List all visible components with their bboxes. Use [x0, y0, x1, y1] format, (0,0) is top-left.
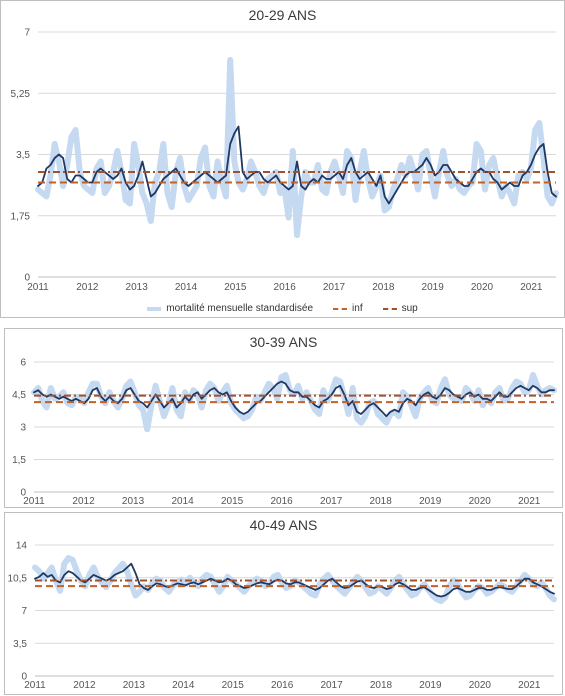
y-tick-label: 0: [20, 488, 26, 499]
legend-label-inf: inf: [352, 303, 363, 314]
x-tick-label: 2011: [27, 282, 49, 293]
chart-title: 20-29 ANS: [248, 7, 317, 23]
legend-swatch-sup: [382, 307, 397, 310]
y-tick-label: 7: [21, 606, 27, 617]
y-tick-label: 3,5: [13, 639, 27, 650]
legend-item-sup: sup: [382, 303, 418, 314]
chart-title: 30-39 ANS: [249, 334, 318, 350]
chart-panel-30-39: 30-39 ANS 0 1,5 3 4,5 6 2011 2012 2013 2014 2015 2…: [4, 328, 563, 508]
series-line-monthly: [35, 57, 559, 238]
legend-label-sup: sup: [401, 303, 418, 314]
x-tick-label: 2018: [372, 282, 395, 293]
x-tick-label: 2012: [76, 282, 99, 293]
series-line-smooth: [33, 380, 555, 418]
legend-swatch-monthly: [147, 306, 162, 311]
y-tick-label: 3: [20, 423, 26, 434]
chart-legend: mortalité mensuelle standardisée inf sup: [1, 303, 564, 314]
x-tick-label: 2016: [274, 282, 297, 293]
y-tick-label: 10,5: [8, 573, 28, 584]
x-tick-label: 2021: [518, 680, 541, 691]
series-line-smooth: [34, 562, 555, 598]
x-tick-label: 2019: [422, 282, 445, 293]
chart-plot-40-49: 0 3,5 7 10,5 14 2011 2012 2013 2014 2015 2016 2017 2…: [8, 541, 557, 691]
chart-plot-20-29: 0 1,75 3,5 5,25 7 2011 2012 2013 2014 2015 2016 201…: [11, 28, 559, 293]
x-tick-label: 2016: [271, 680, 294, 691]
chart-panel-40-49: 40-49 ANS 0 3,5 7 10,5 14 2011 2012 2013 2014 201…: [4, 512, 563, 695]
y-tick-label: 7: [24, 28, 30, 39]
x-tick-label: 2017: [323, 282, 346, 293]
x-tick-label: 2017: [320, 496, 343, 507]
x-tick-label: 2015: [221, 496, 244, 507]
x-tick-label: 2012: [73, 680, 96, 691]
x-tick-label: 2019: [419, 680, 442, 691]
x-tick-label: 2018: [370, 496, 393, 507]
legend-item-inf: inf: [333, 303, 363, 314]
chart-plot-30-39: 0 1,5 3 4,5 6 2011 2012 2013 2014 2015 2016 2017 201…: [12, 358, 557, 507]
x-tick-label: 2017: [320, 680, 343, 691]
y-tick-label: 5,25: [11, 89, 31, 100]
x-tick-label: 2013: [126, 282, 149, 293]
x-tick-label: 2020: [469, 680, 492, 691]
x-tick-label: 2013: [122, 496, 145, 507]
x-tick-label: 2013: [123, 680, 146, 691]
x-tick-label: 2014: [175, 282, 198, 293]
legend-label-monthly: mortalité mensuelle standardisée: [166, 303, 314, 314]
x-tick-label: 2015: [222, 680, 245, 691]
y-tick-label: 0: [24, 273, 30, 284]
y-tick-label: 1,75: [11, 211, 31, 222]
legend-item-monthly: mortalité mensuelle standardisée: [147, 303, 313, 314]
y-tick-label: 0: [21, 672, 27, 683]
series-line-smooth: [37, 125, 557, 205]
y-tick-label: 14: [16, 541, 28, 552]
x-tick-label: 2011: [24, 680, 46, 691]
x-tick-label: 2015: [224, 282, 247, 293]
y-tick-label: 1,5: [12, 455, 26, 466]
x-tick-label: 2014: [171, 496, 194, 507]
x-tick-label: 2021: [518, 496, 541, 507]
legend-swatch-inf: [333, 307, 348, 310]
chart-title: 40-49 ANS: [249, 517, 318, 533]
x-tick-label: 2014: [172, 680, 195, 691]
x-tick-label: 2019: [419, 496, 442, 507]
x-tick-label: 2011: [23, 496, 45, 507]
series-line-monthly: [31, 372, 557, 433]
chart-panel-20-29: 20-29 ANS 0 1,75 3,5 5,25 7 2011 2012 2013 2014 2…: [0, 0, 565, 318]
x-tick-label: 2012: [72, 496, 95, 507]
x-tick-label: 2016: [270, 496, 293, 507]
x-tick-label: 2020: [471, 282, 494, 293]
x-tick-label: 2018: [370, 680, 393, 691]
y-tick-label: 6: [20, 358, 26, 369]
y-tick-label: 4,5: [12, 390, 26, 401]
y-tick-label: 3,5: [16, 150, 30, 161]
x-tick-label: 2020: [469, 496, 492, 507]
x-tick-label: 2021: [520, 282, 543, 293]
